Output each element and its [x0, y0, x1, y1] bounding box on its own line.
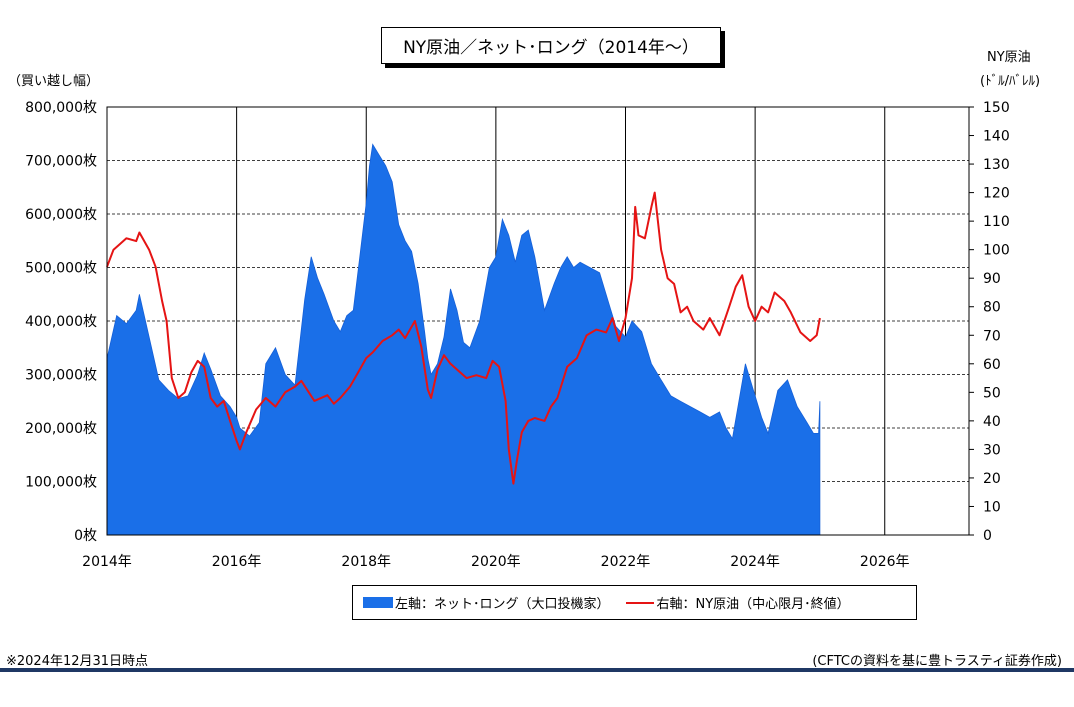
left-axis-caption: （買い越し幅）	[8, 74, 100, 89]
bottom-rule	[0, 668, 1074, 672]
left-tick-label: 200,000枚	[25, 421, 97, 437]
plot-frame	[106, 106, 970, 536]
legend-swatch-net-long	[363, 597, 393, 608]
right-tick-label: 10	[983, 499, 1001, 515]
right-tick-label: 130	[983, 157, 1010, 173]
footnote-date: ※2024年12月31日時点	[6, 654, 149, 669]
plot-border	[106, 106, 970, 536]
x-tick-label: 2024年	[730, 554, 780, 570]
right-tick-label: 100	[983, 243, 1010, 259]
x-tick-label: 2018年	[341, 554, 391, 570]
x-tick-label: 2014年	[82, 554, 132, 570]
legend-swatch-crude	[625, 601, 654, 604]
left-tick-label: 800,000枚	[25, 100, 97, 116]
right-tick-label: 150	[983, 100, 1010, 116]
right-tick-label: 140	[983, 129, 1010, 145]
right-tick-label: 0	[983, 528, 992, 544]
left-axis-ticks: 0枚 100,000枚 200,000枚 300,000枚 400,000枚 500,00…	[25, 100, 97, 544]
right-tick-label: 110	[983, 214, 1010, 230]
chart-title: NY原油／ネット･ロング（2014年～）	[381, 27, 721, 64]
legend: 左軸：ネット･ロング（大口投機家） 右軸：NY原油（中心限月･終値）	[352, 585, 917, 620]
right-tick-label: 30	[983, 442, 1001, 458]
right-tick-label: 80	[983, 300, 1001, 316]
right-axis-ticks: 0 10 20 30 40 50 60 70 80 90 100 110 120 130 140 150	[969, 100, 1010, 544]
right-tick-label: 40	[983, 414, 1001, 430]
left-tick-label: 0枚	[74, 528, 97, 544]
x-axis-ticks: 2014年 2016年 2018年 2020年 2022年 2024年 2026年	[82, 554, 909, 570]
right-tick-label: 20	[983, 471, 1001, 487]
legend-label-crude: 右軸：NY原油（中心限月･終値）	[656, 597, 850, 612]
right-tick-label: 50	[983, 385, 1001, 401]
series-layer	[106, 143, 821, 536]
right-tick-label: 70	[983, 328, 1001, 344]
left-tick-label: 300,000枚	[25, 368, 97, 384]
left-tick-label: 100,000枚	[25, 475, 97, 491]
left-tick-label: 500,000枚	[25, 261, 97, 277]
right-tick-label: 120	[983, 186, 1010, 202]
footnote-source: (CFTCの資料を基に豊トラスティ証券作成)	[812, 654, 1062, 669]
right-axis-caption-line2: (ﾄﾞﾙ/ﾊﾞﾚﾙ)	[980, 74, 1041, 89]
x-tick-label: 2016年	[212, 554, 262, 570]
net-long-area-series	[106, 143, 821, 536]
x-tick-label: 2026年	[860, 554, 910, 570]
left-tick-label: 400,000枚	[25, 314, 97, 330]
legend-item-crude: 右軸：NY原油（中心限月･終値）	[616, 593, 850, 612]
legend-item-net-long: 左軸：ネット･ロング（大口投機家）	[353, 593, 610, 612]
right-tick-label: 90	[983, 271, 1001, 287]
x-tick-label: 2020年	[471, 554, 521, 570]
right-tick-label: 60	[983, 357, 1001, 373]
x-tick-label: 2022年	[601, 554, 651, 570]
left-tick-label: 700,000枚	[25, 154, 97, 170]
legend-label-net-long: 左軸：ネット･ロング（大口投機家）	[395, 597, 610, 612]
crude-oil-line-series	[106, 191, 821, 485]
right-axis-caption-line1: NY原油	[987, 50, 1031, 65]
left-tick-label: 600,000枚	[25, 207, 97, 223]
